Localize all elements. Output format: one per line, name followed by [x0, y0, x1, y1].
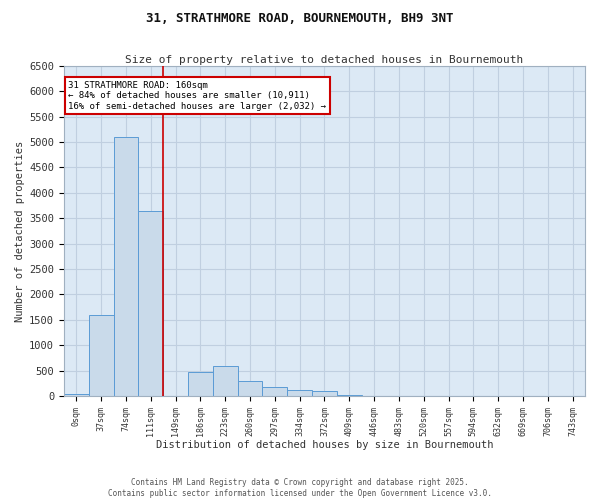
- X-axis label: Distribution of detached houses by size in Bournemouth: Distribution of detached houses by size …: [155, 440, 493, 450]
- Bar: [262, 388, 287, 396]
- Text: 31 STRATHMORE ROAD: 160sqm
← 84% of detached houses are smaller (10,911)
16% of : 31 STRATHMORE ROAD: 160sqm ← 84% of deta…: [68, 81, 326, 111]
- Bar: [89, 315, 113, 396]
- Bar: [188, 372, 213, 396]
- Bar: [337, 394, 362, 396]
- Bar: [113, 137, 139, 396]
- Bar: [213, 366, 238, 396]
- Y-axis label: Number of detached properties: Number of detached properties: [15, 140, 25, 322]
- Bar: [139, 210, 163, 396]
- Bar: [312, 392, 337, 396]
- Text: 31, STRATHMORE ROAD, BOURNEMOUTH, BH9 3NT: 31, STRATHMORE ROAD, BOURNEMOUTH, BH9 3N…: [146, 12, 454, 26]
- Text: Contains HM Land Registry data © Crown copyright and database right 2025.
Contai: Contains HM Land Registry data © Crown c…: [108, 478, 492, 498]
- Bar: [287, 390, 312, 396]
- Title: Size of property relative to detached houses in Bournemouth: Size of property relative to detached ho…: [125, 55, 524, 65]
- Bar: [64, 394, 89, 396]
- Bar: [238, 381, 262, 396]
